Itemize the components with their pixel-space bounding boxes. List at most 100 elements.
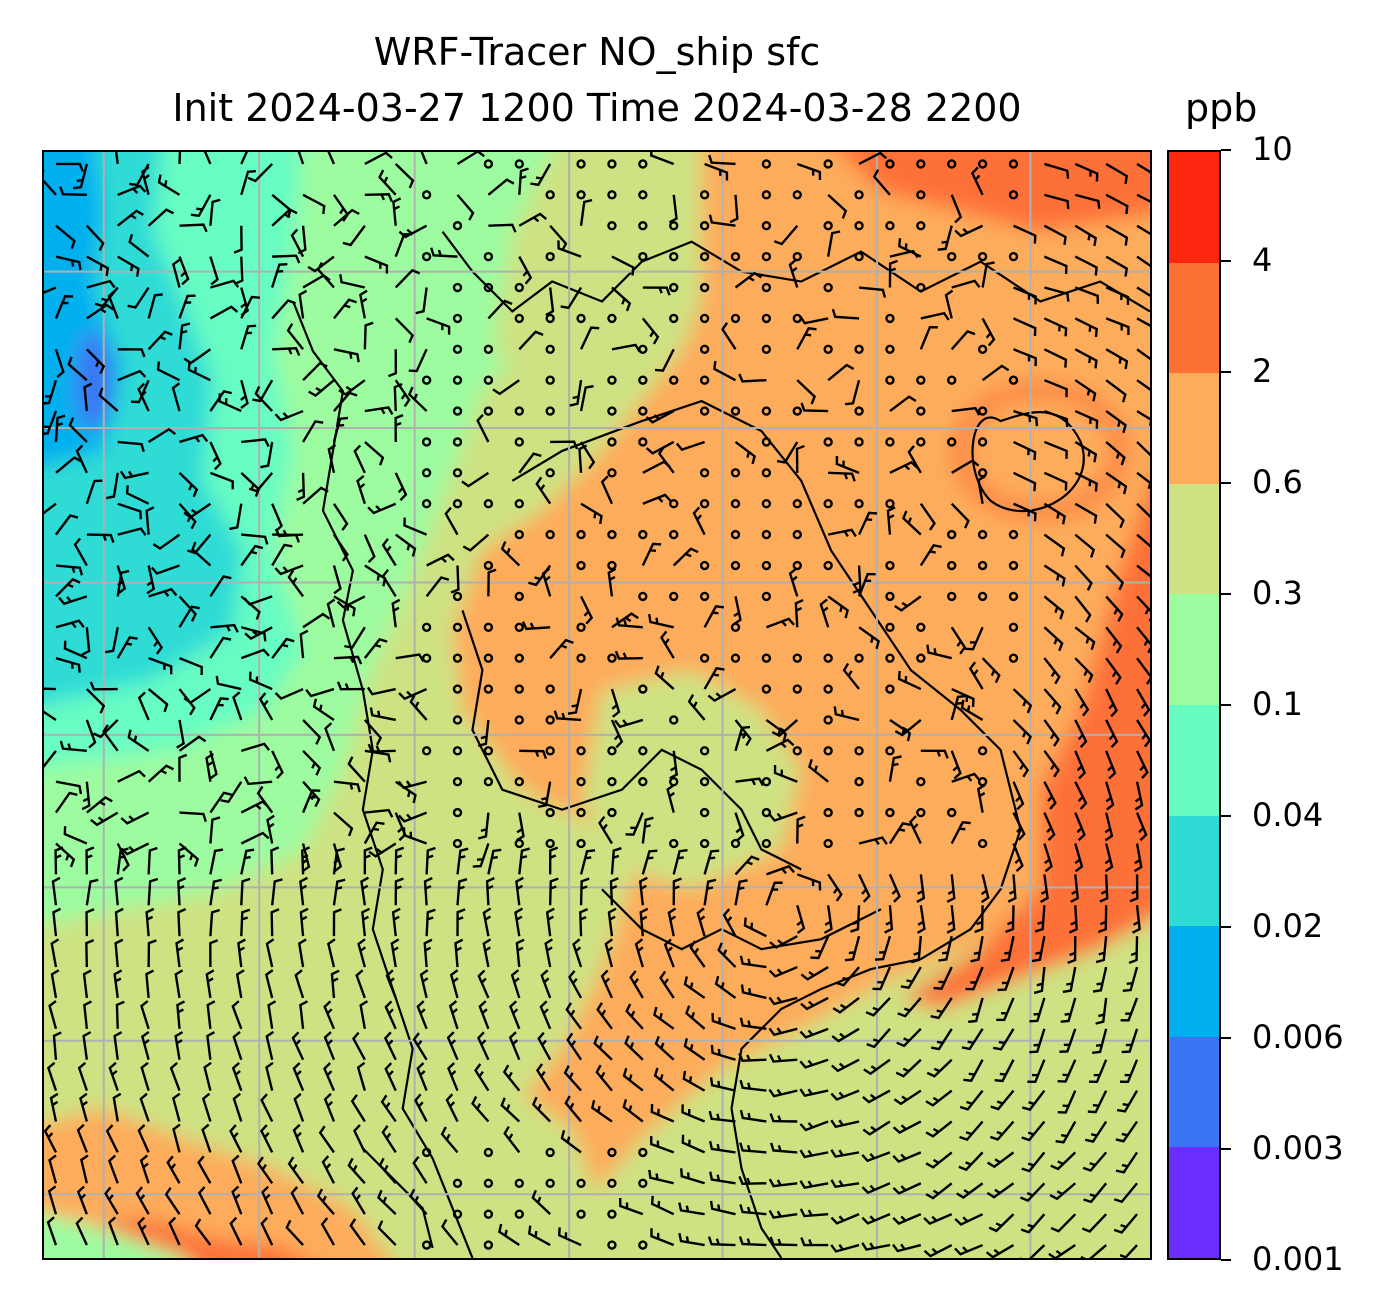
wind-barb	[1099, 874, 1109, 903]
calm-wind-marker	[977, 437, 988, 447]
wind-barb	[611, 255, 635, 276]
wind-barb	[456, 878, 468, 906]
wind-barb	[388, 349, 398, 378]
wind-barb	[240, 152, 248, 165]
calm-wind-marker	[638, 375, 648, 385]
wind-barb	[916, 874, 926, 903]
wind-barb	[1012, 719, 1032, 745]
wind-barb	[580, 502, 603, 525]
wind-barb	[339, 274, 366, 289]
calm-wind-marker	[669, 838, 679, 849]
wind-barb	[768, 965, 798, 978]
wind-barb	[320, 1217, 335, 1246]
calm-wind-marker	[576, 1178, 586, 1188]
wind-barb	[272, 347, 301, 357]
colorbar-segment	[1169, 483, 1219, 595]
wind-barb	[1043, 657, 1061, 685]
colorbar-tick	[1221, 1037, 1231, 1039]
calm-wind-marker	[730, 560, 741, 571]
wind-barb	[301, 846, 311, 875]
calm-wind-marker	[823, 282, 833, 293]
wind-barb	[519, 749, 548, 760]
calm-wind-marker	[545, 807, 555, 818]
wind-barb	[1012, 440, 1037, 461]
wind-barb	[472, 843, 490, 868]
calm-wind-marker	[977, 251, 988, 262]
wind-barb	[1136, 286, 1150, 297]
wind-barb	[925, 1089, 953, 1107]
wind-barb	[482, 938, 492, 968]
wind-barb	[1012, 750, 1030, 778]
calm-wind-marker	[823, 344, 833, 354]
wind-barb	[508, 1031, 521, 1061]
wind-barb	[297, 152, 305, 165]
wind-barb	[667, 907, 677, 937]
wind-barb	[1043, 533, 1066, 557]
wind-barb	[270, 846, 280, 875]
calm-wind-marker	[638, 190, 648, 200]
wind-barb	[1074, 409, 1099, 429]
wind-barb	[1136, 379, 1150, 391]
calm-wind-marker	[761, 282, 772, 293]
wind-barb	[795, 444, 805, 473]
wind-barb	[85, 224, 105, 251]
wind-barb	[1122, 966, 1139, 993]
calm-wind-marker	[854, 344, 864, 354]
wind-barb	[916, 905, 926, 934]
wind-barb	[147, 939, 157, 968]
wind-barb	[416, 1000, 428, 1030]
wind-barb	[54, 791, 78, 814]
wind-barb	[50, 969, 60, 999]
wind-barb	[687, 694, 706, 721]
wind-barb	[256, 785, 274, 814]
wind-barb	[540, 969, 552, 999]
wind-barb	[44, 687, 56, 691]
wind-barb	[107, 1216, 119, 1246]
wind-barb	[988, 1213, 1015, 1233]
wind-barb	[148, 657, 173, 675]
wind-barb	[596, 1002, 613, 1030]
wind-barb	[768, 811, 798, 822]
wind-barb	[654, 665, 675, 690]
wind-barb	[114, 152, 119, 165]
wind-barb	[318, 1125, 335, 1154]
wind-barb	[49, 1092, 59, 1122]
wind-barb	[1062, 966, 1077, 994]
colorbar-tick	[1221, 149, 1231, 151]
calm-wind-marker	[730, 251, 741, 262]
wind-barb	[683, 976, 706, 999]
calm-wind-marker	[823, 560, 833, 571]
wind-barb	[332, 416, 349, 443]
calm-wind-marker	[545, 251, 555, 262]
wind-barb	[430, 247, 458, 258]
wind-barb	[209, 750, 218, 780]
wind-barb	[302, 420, 324, 443]
calm-wind-marker	[576, 313, 586, 324]
calm-wind-marker	[792, 499, 802, 509]
wind-barb	[910, 936, 923, 964]
wind-barb	[297, 938, 307, 968]
wind-barb	[951, 459, 980, 474]
wind-barb	[248, 472, 274, 493]
wind-barb	[1020, 1213, 1046, 1234]
wind-barb	[381, 568, 397, 598]
wind-barb	[800, 996, 829, 1011]
calm-wind-marker	[761, 313, 772, 324]
calm-wind-marker	[854, 251, 864, 262]
calm-wind-marker	[545, 190, 555, 200]
wind-barb	[610, 688, 621, 718]
wind-barb	[553, 710, 582, 722]
wind-barb	[680, 1168, 705, 1185]
wind-barb	[925, 1120, 953, 1138]
wind-barb	[102, 724, 119, 752]
calm-wind-marker	[483, 282, 494, 293]
wind-barb	[1043, 750, 1060, 778]
wind-barb	[46, 1061, 58, 1091]
calm-wind-marker	[514, 591, 524, 602]
wind-barb	[456, 194, 475, 221]
wind-barb	[44, 379, 58, 405]
wind-barb	[63, 640, 88, 660]
wind-barb	[394, 472, 408, 502]
wind-barb	[440, 1126, 459, 1154]
calm-wind-marker	[607, 653, 617, 663]
